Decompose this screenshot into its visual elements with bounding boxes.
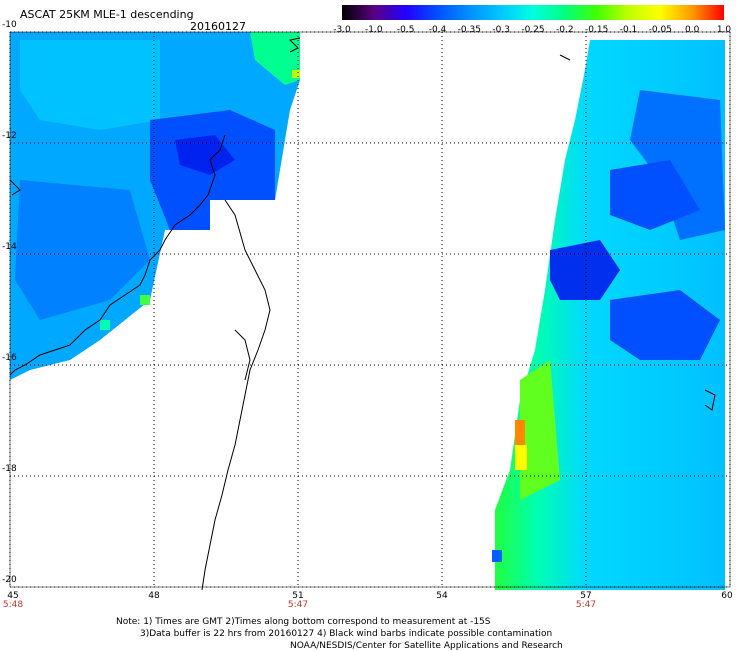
colorbar-tick-label: -0.5: [396, 25, 415, 35]
east-swath: [492, 40, 725, 590]
lon-tick-label: 45: [7, 591, 19, 601]
colorbar-tick-label: -0.15: [585, 25, 609, 35]
west-swath: [10, 32, 300, 380]
lon-tick-label: 54: [436, 591, 448, 601]
lon-tick-label: 48: [148, 591, 160, 601]
note-line-3: NOAA/NESDIS/Center for Satellite Applica…: [290, 641, 563, 651]
colorbar-tick-label: 0.0: [684, 25, 700, 35]
map-frame: [9, 31, 731, 588]
colorbar-tick-label: -0.25: [521, 25, 545, 35]
map-date: 20160127: [190, 20, 246, 33]
map-title: ASCAT 25KM MLE-1 descending: [20, 8, 194, 21]
note-line-2: 3)Data buffer is 22 hrs from 20160127 4)…: [140, 629, 553, 639]
lat-tick-label: -10: [2, 20, 17, 30]
colorbar-tick-label: -0.1: [619, 25, 638, 35]
time-label: 5:47: [287, 600, 309, 610]
lon-tick-label: 57: [580, 591, 592, 601]
colorbar-tick-label: -0.05: [648, 25, 672, 35]
axis-labels: 45 48 51 54 57 60 -10 -12 -14 -16 -18 -20 5:48 5:47 5:…: [2, 20, 733, 610]
colorbar-tick-label: -3.0: [333, 25, 351, 35]
coastline: [9, 37, 716, 591]
colorbar-tick-label: -0.2: [556, 25, 574, 35]
colorbar-tick-label: 1.0: [716, 25, 732, 35]
colorbar-tick-label: -1.0: [365, 25, 383, 35]
note-line-1: Note: 1) Times are GMT 2)Times along bot…: [116, 617, 491, 627]
lat-tick-label: -16: [2, 353, 17, 363]
colorbar-gradient: [342, 5, 724, 20]
lat-tick-label: -14: [2, 242, 17, 252]
lat-tick-label: -12: [2, 131, 17, 141]
colorbar: [342, 5, 724, 20]
lon-tick-label: 60: [721, 591, 733, 601]
swath-map: [9, 31, 731, 591]
colorbar-tick-label: -0.35: [457, 25, 481, 35]
lon-tick-label: 51: [292, 591, 304, 601]
colorbar-tick-label: -0.3: [492, 25, 510, 35]
colorbar-tick-label: -0.4: [428, 25, 447, 35]
time-label: 5:47: [575, 600, 597, 610]
lat-tick-label: -18: [2, 464, 17, 474]
lat-tick-label: -20: [2, 575, 17, 585]
colorbar-labels: -3.0 -1.0 -0.5 -0.4 -0.35 -0.3 -0.25 -0.2 -0.15-…: [330, 25, 732, 37]
time-label: 5:48: [2, 600, 24, 610]
